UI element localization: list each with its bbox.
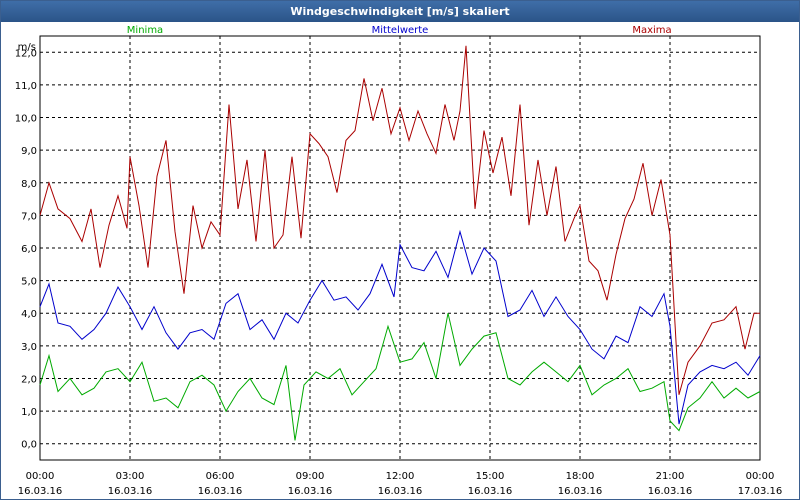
y-tick-label: 3,0 (21, 342, 37, 353)
x-tick-date-label: 16.03.16 (18, 486, 63, 497)
x-tick-date-label: 16.03.16 (378, 486, 423, 497)
x-axis: 00:00 16.03.16 03:00 16.03.16 06:00 16.03.16 0… (18, 471, 783, 497)
x-tick-date-label: 16.03.16 (468, 486, 513, 497)
series-line-maxima (39, 45, 760, 395)
y-axis: 0,0 1,0 2,0 3,0 4,0 5,0 6,0 7,0 8,0 9,0 10,0 11,0 12… (15, 42, 37, 451)
series-line-mittelwerte (39, 229, 761, 425)
series-line-minima (39, 313, 761, 441)
chart-legend: Minima Mittelwerte Maxima (127, 25, 672, 36)
x-tick-date-label: 16.03.16 (108, 486, 153, 497)
x-tick-time-label: 06:00 (206, 471, 235, 482)
y-axis-label: m/s (18, 42, 36, 53)
x-tick-date-label: 16.03.16 (288, 486, 333, 497)
window-title: Windgeschwindigkeit [m/s] skaliert (1, 1, 799, 22)
x-tick-time-label: 12:00 (386, 471, 415, 482)
x-tick-time-label: 09:00 (296, 471, 325, 482)
x-tick-date-label: 16.03.16 (558, 486, 603, 497)
y-tick-label: 11,0 (15, 81, 37, 92)
y-tick-label: 6,0 (21, 244, 37, 255)
x-tick-date-label: 16.03.16 (198, 486, 243, 497)
x-tick-time-label: 21:00 (656, 471, 685, 482)
x-tick-time-label: 03:00 (116, 471, 145, 482)
series-lines (39, 45, 761, 441)
x-tick-time-label: 00:00 (26, 471, 55, 482)
y-tick-label: 2,0 (21, 374, 37, 385)
legend-entry-maxima: Maxima (632, 25, 671, 36)
plot-frame-border (39, 35, 761, 461)
legend-entry-mittelwerte: Mittelwerte (372, 25, 429, 36)
y-tick-label: 7,0 (21, 211, 37, 222)
y-tick-label: 4,0 (21, 309, 37, 320)
y-tick-label: 9,0 (21, 146, 37, 157)
x-tick-time-label: 18:00 (566, 471, 595, 482)
x-tick-date-label: 17.03.16 (738, 486, 783, 497)
x-tick-time-label: 15:00 (476, 471, 505, 482)
x-tick-date-label: 16.03.16 (648, 486, 693, 497)
y-tick-label: 0,0 (21, 440, 37, 451)
y-tick-label: 12,0 (15, 48, 37, 59)
y-tick-label: 10,0 (15, 114, 37, 125)
x-tick-time-label: 00:00 (746, 471, 775, 482)
y-tick-label: 8,0 (21, 179, 37, 190)
legend-entry-minima: Minima (127, 25, 163, 36)
plot-frame (39, 35, 761, 461)
y-tick-label: 5,0 (21, 277, 37, 288)
y-tick-label: 1,0 (21, 407, 37, 418)
